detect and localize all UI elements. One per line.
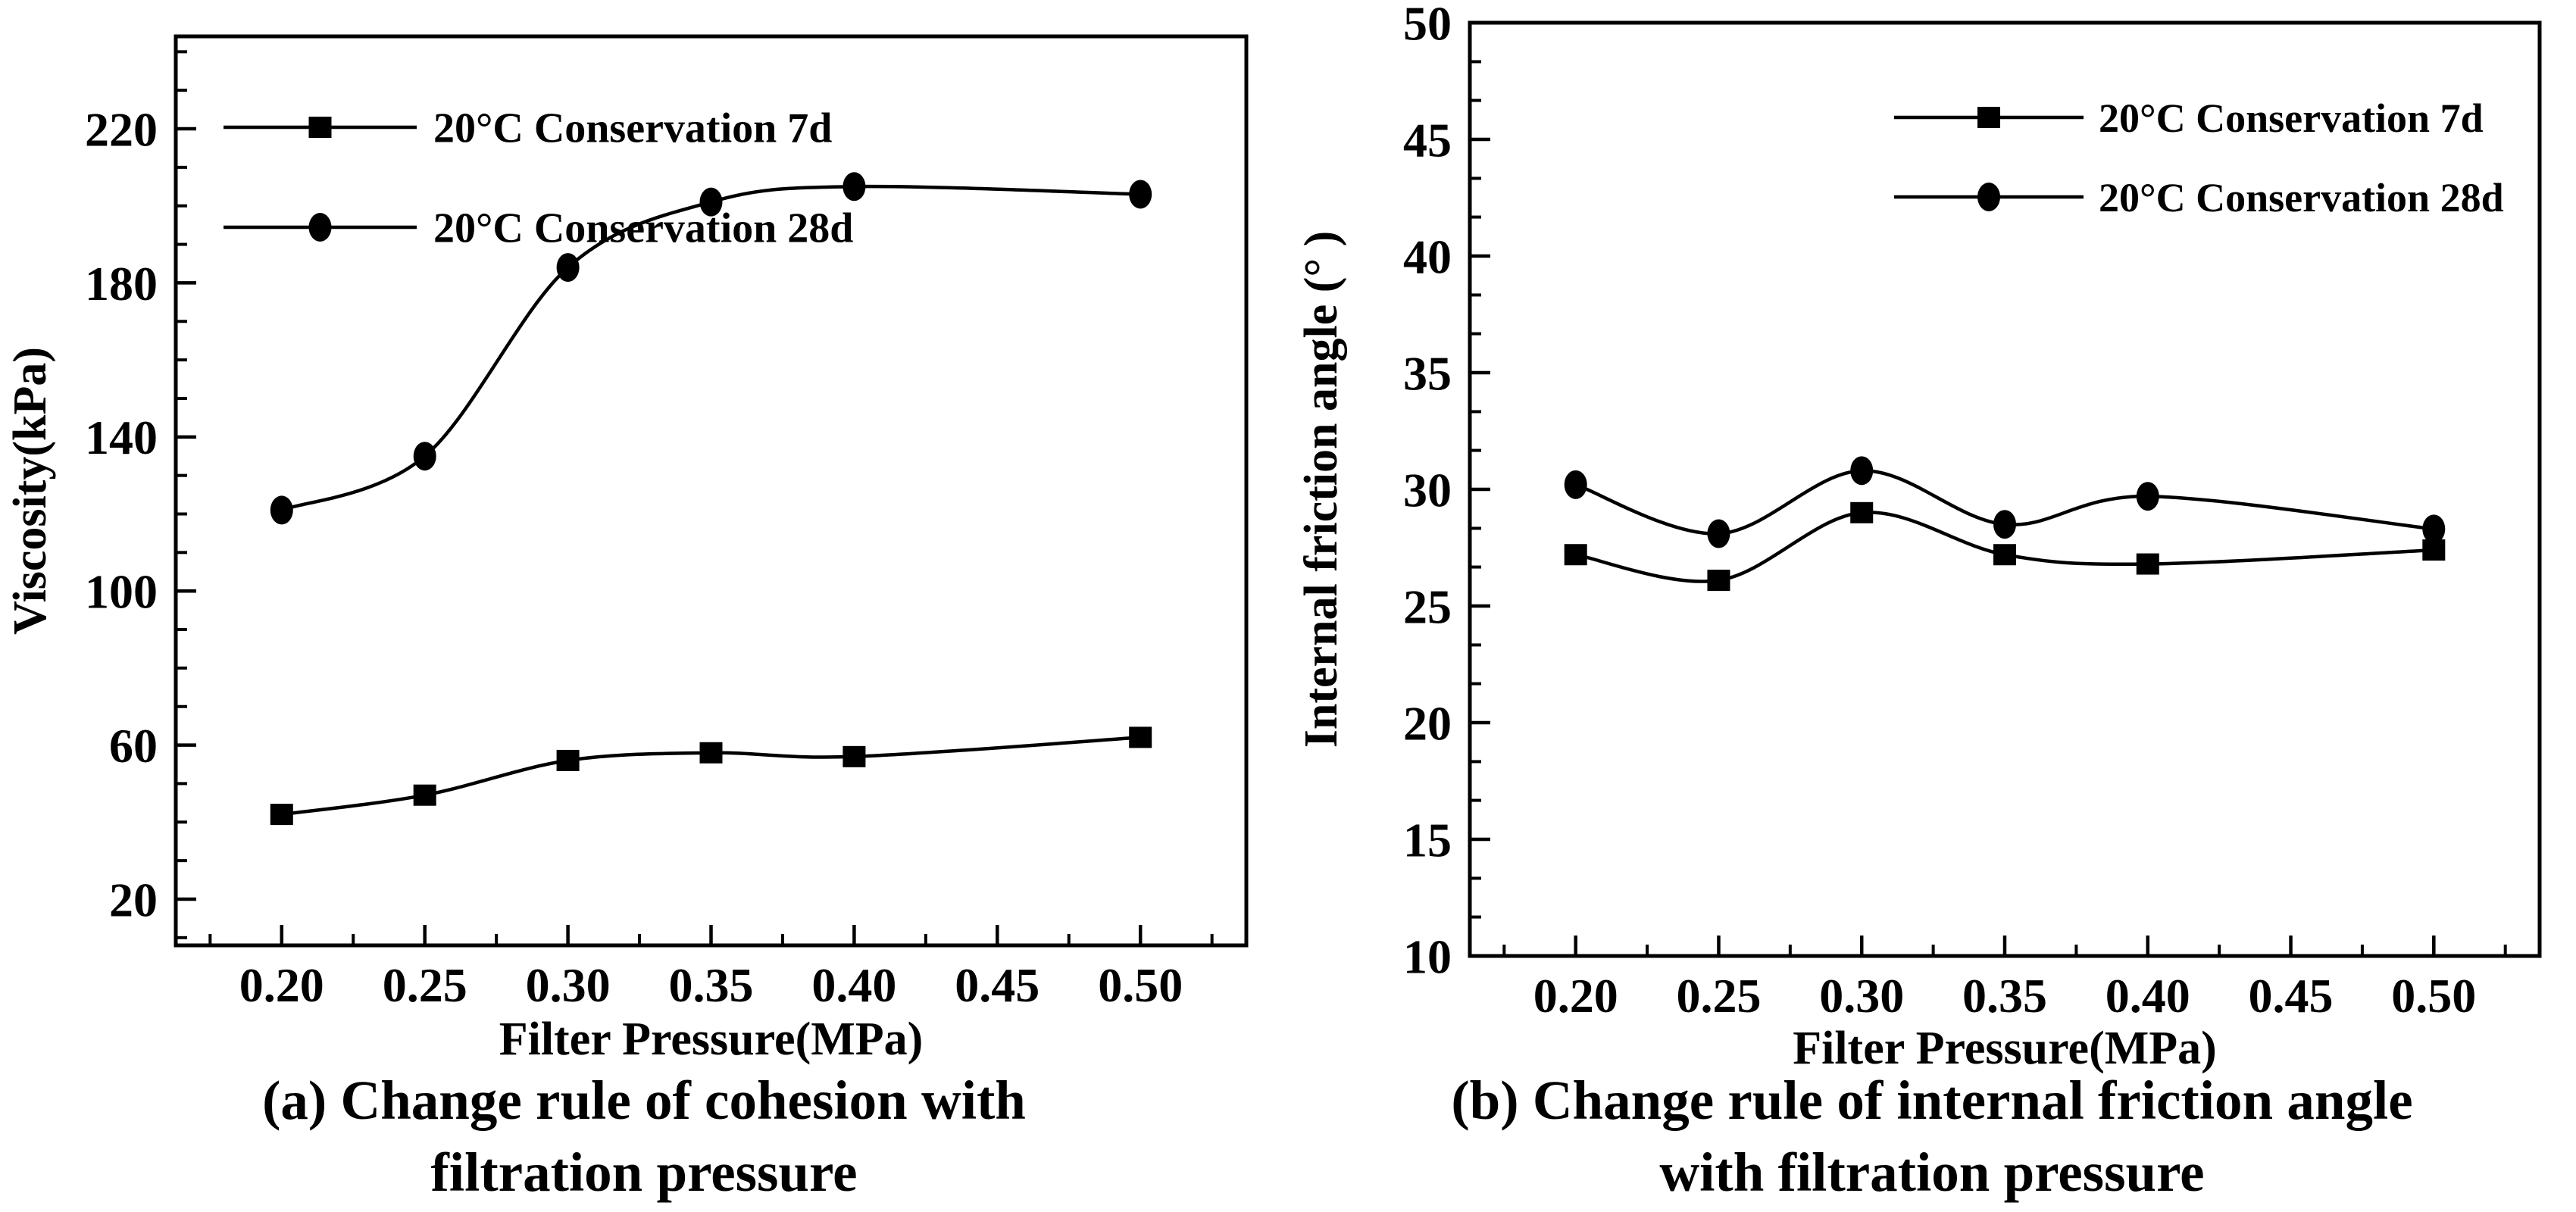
- y-tick-label: 15: [1403, 813, 1452, 867]
- x-tick-label: 0.35: [1962, 969, 2047, 1023]
- data-point-marker: [699, 187, 723, 217]
- legend-label: 20°C Conservation 7d: [433, 105, 832, 152]
- data-point-marker: [2136, 553, 2159, 575]
- data-point-marker: [699, 742, 723, 764]
- legend-marker-square: [1977, 107, 2000, 128]
- data-point-marker: [1564, 470, 1587, 499]
- legend-label: 20°C Conservation 28d: [433, 205, 853, 252]
- y-tick-label: 25: [1403, 579, 1452, 633]
- data-point-marker: [1993, 544, 2016, 566]
- data-point-marker: [1129, 180, 1152, 209]
- data-point-marker: [556, 253, 580, 283]
- x-tick-label: 0.20: [239, 958, 324, 1012]
- y-axis-title: Internal friction angle (° ): [1296, 231, 1347, 748]
- x-tick-label: 0.20: [1533, 969, 1618, 1023]
- data-point-marker: [270, 804, 293, 826]
- data-point-marker: [1564, 544, 1587, 566]
- series-line-square: [1575, 511, 2434, 583]
- plot-frame: [1468, 20, 2542, 958]
- legend-label: 20°C Conservation 7d: [2099, 95, 2484, 141]
- data-point-marker: [1993, 510, 2016, 539]
- x-tick-label: 0.35: [669, 958, 754, 1012]
- data-point-marker: [1850, 501, 1874, 523]
- y-tick-label: 45: [1403, 113, 1452, 167]
- panel-a: 20 60 100 140 180 220 0.20 0.25 0.30 0.35 0.40 0.45…: [0, 34, 1288, 1208]
- y-tick-label: 60: [109, 719, 158, 773]
- data-point-marker: [1129, 726, 1152, 748]
- y-tick-label: 220: [85, 102, 158, 156]
- chart-b-canvas: 10 15 20 25 30 35 40 45 50 0.20 0.25 0.30 0.35 0.40 0.…: [1296, 0, 2542, 1074]
- y-tick-label: 30: [1403, 463, 1452, 517]
- y-tick-label: 40: [1403, 230, 1452, 283]
- x-tick-label: 0.40: [811, 958, 896, 1012]
- legend-label: 20°C Conservation 28d: [2099, 175, 2504, 220]
- y-tick-label: 50: [1403, 0, 1452, 50]
- x-tick-label: 0.45: [2249, 969, 2334, 1023]
- x-tick-label: 0.30: [526, 958, 611, 1012]
- x-axis-title: Filter Pressure(MPa): [499, 1014, 924, 1065]
- data-point-marker: [1707, 570, 1730, 592]
- x-axis-title: Filter Pressure(MPa): [1793, 1023, 2217, 1074]
- data-point-marker: [413, 442, 436, 471]
- x-tick-label: 0.45: [955, 958, 1039, 1012]
- data-point-marker: [413, 784, 436, 806]
- data-point-marker: [843, 745, 866, 767]
- data-point-marker: [1850, 456, 1874, 486]
- data-point-marker: [2136, 482, 2159, 511]
- data-point-marker: [1707, 519, 1730, 548]
- y-tick-label: 100: [85, 565, 158, 619]
- x-tick-label: 0.50: [1098, 958, 1183, 1012]
- caption-a-line2: filtration pressure: [430, 1142, 858, 1203]
- caption-a: (a) Change rule of cohesion with filtrat…: [0, 1064, 1288, 1208]
- y-tick-label: 20: [109, 873, 158, 926]
- y-axis-title: Viscosity(kPa): [5, 347, 56, 635]
- data-point-marker: [556, 749, 580, 771]
- legend-marker-circle: [308, 213, 332, 242]
- data-point-marker: [270, 495, 293, 525]
- x-tick-label: 0.50: [2391, 969, 2476, 1023]
- y-tick-label: 180: [85, 257, 158, 311]
- chart-a-canvas: 20 60 100 140 180 220 0.20 0.25 0.30 0.35 0.40 0.45…: [5, 34, 1249, 1065]
- legend-marker-circle: [1977, 183, 2000, 211]
- x-tick-label: 0.40: [2106, 969, 2190, 1023]
- data-point-marker: [2422, 514, 2446, 544]
- x-tick-label: 0.30: [1819, 969, 1904, 1023]
- y-tick-label: 20: [1403, 696, 1452, 750]
- panel-b: 10 15 20 25 30 35 40 45 50 0.20 0.25 0.30 0.35 0.40 0.…: [1288, 0, 2576, 1212]
- y-tick-label: 10: [1403, 929, 1452, 983]
- legend-marker-square: [308, 117, 332, 138]
- y-tick-label: 35: [1403, 346, 1452, 400]
- y-tick-label: 140: [85, 411, 158, 464]
- x-tick-label: 0.25: [383, 958, 467, 1012]
- caption-b-line2: with filtration pressure: [1659, 1142, 2205, 1203]
- caption-b-line1: (b) Change rule of internal friction ang…: [1451, 1070, 2413, 1131]
- caption-a-line1: (a) Change rule of cohesion with: [262, 1070, 1026, 1131]
- caption-b: (b) Change rule of internal friction ang…: [1288, 1064, 2576, 1208]
- x-tick-label: 0.25: [1676, 969, 1761, 1023]
- data-point-marker: [843, 172, 866, 201]
